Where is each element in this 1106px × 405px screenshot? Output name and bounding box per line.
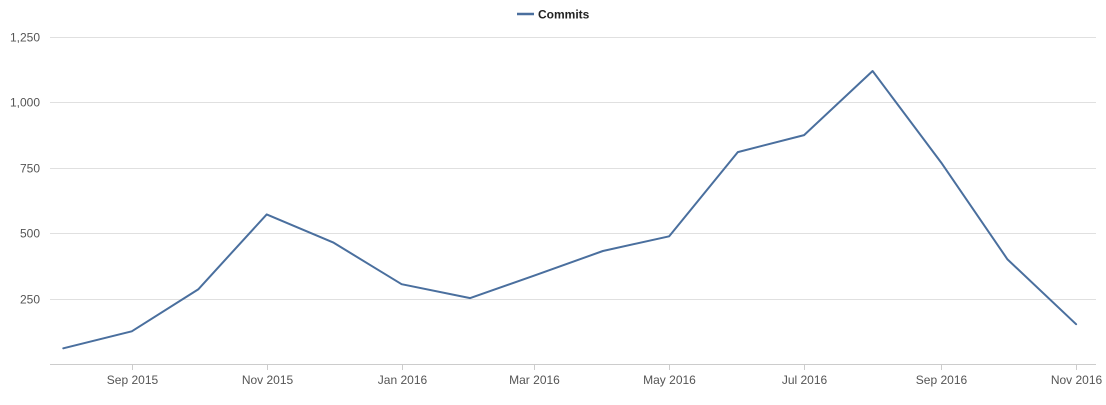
x-tick-label: May 2016 <box>643 373 696 387</box>
data-point[interactable] <box>868 66 878 76</box>
data-point[interactable] <box>262 209 272 219</box>
data-point[interactable] <box>397 279 407 289</box>
y-tick-label: 250 <box>20 293 40 307</box>
x-tick-label: Nov 2016 <box>1051 373 1103 387</box>
x-tick-label: Sep 2016 <box>916 373 968 387</box>
data-point[interactable] <box>1003 254 1013 264</box>
y-axis-labels: 250 500 750 1,000 1,250 <box>10 31 40 307</box>
y-tick-label: 1,250 <box>10 31 40 45</box>
data-point[interactable] <box>193 284 203 294</box>
x-tick-label: Sep 2015 <box>107 373 159 387</box>
data-point[interactable] <box>328 237 338 247</box>
legend-label-commits[interactable]: Commits <box>538 8 590 22</box>
x-tick-label: Nov 2015 <box>242 373 294 387</box>
data-point[interactable] <box>127 326 137 336</box>
y-tick-label: 500 <box>20 227 40 241</box>
x-axis-labels: Sep 2015 Nov 2015 Jan 2016 Mar 2016 May 2016… <box>107 373 1103 387</box>
data-point[interactable] <box>598 246 608 256</box>
gridlines <box>50 37 1096 300</box>
data-point[interactable] <box>733 147 743 157</box>
series-line-commits[interactable] <box>62 70 1078 350</box>
data-point[interactable] <box>529 271 539 281</box>
x-axis <box>50 364 1096 370</box>
x-tick-label: Mar 2016 <box>509 373 560 387</box>
data-point[interactable] <box>799 130 809 140</box>
legend[interactable]: Commits <box>517 8 590 22</box>
data-point[interactable] <box>58 343 68 353</box>
series-layer <box>58 66 1081 353</box>
y-tick-label: 750 <box>20 162 40 176</box>
data-point[interactable] <box>465 293 475 303</box>
y-tick-label: 1,000 <box>10 96 40 110</box>
x-tick-label: Jan 2016 <box>378 373 428 387</box>
data-point[interactable] <box>664 231 674 241</box>
data-point[interactable] <box>1071 319 1081 329</box>
data-point[interactable] <box>936 158 946 168</box>
x-tick-label: Jul 2016 <box>782 373 828 387</box>
